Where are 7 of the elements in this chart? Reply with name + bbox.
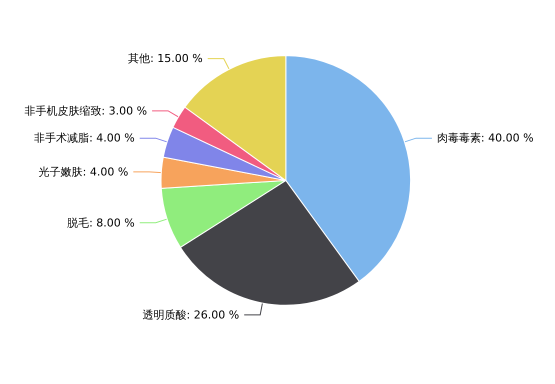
slice-label: 肉毒毒素: 40.00 % bbox=[436, 132, 534, 145]
slice-label: 脱毛: 8.00 % bbox=[67, 216, 135, 230]
slice-label: 非手机皮肤缩致: 3.00 % bbox=[24, 104, 148, 118]
slice-label: 透明质酸: 26.00 % bbox=[142, 308, 240, 322]
slice-label: 光子嫩肤: 4.00 % bbox=[38, 165, 128, 178]
slice-label: 其他: 15.00 % bbox=[128, 52, 203, 66]
slice-label: 非手术减脂: 4.00 % bbox=[34, 132, 135, 145]
